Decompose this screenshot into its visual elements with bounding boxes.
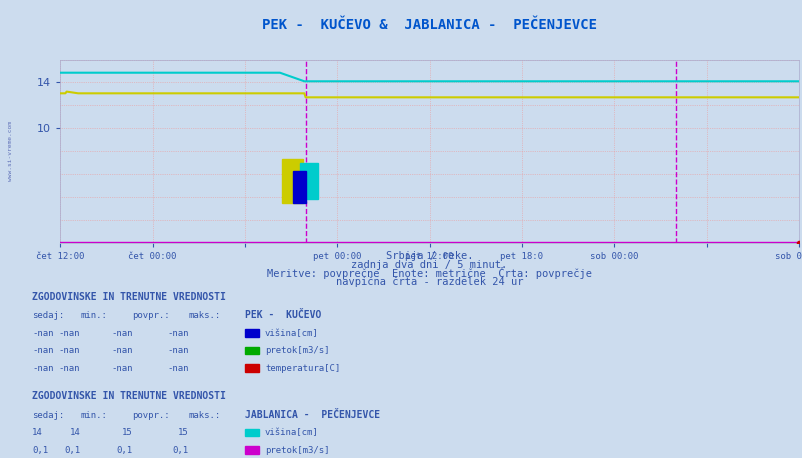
Text: min.:: min.: [80, 411, 107, 420]
Text: Meritve: povprečne  Enote: metrične  Črta: povprečje: Meritve: povprečne Enote: metrične Črta:… [267, 267, 591, 278]
Text: pretok[m3/s]: pretok[m3/s] [265, 446, 329, 454]
Text: -nan: -nan [59, 346, 80, 355]
Bar [282, 159, 302, 203]
Text: sedaj:: sedaj: [32, 311, 64, 320]
Text: -nan: -nan [167, 329, 188, 338]
Text: -nan: -nan [59, 329, 80, 338]
Text: 0,1: 0,1 [32, 446, 48, 454]
Text: sedaj:: sedaj: [32, 411, 64, 420]
Text: -nan: -nan [32, 329, 54, 338]
Text: -nan: -nan [111, 346, 132, 355]
Text: Srbija / reke.: Srbija / reke. [386, 251, 472, 261]
Text: 14: 14 [32, 428, 43, 437]
Text: višina[cm]: višina[cm] [265, 428, 318, 437]
Text: 0,1: 0,1 [172, 446, 188, 454]
Text: 15: 15 [122, 428, 132, 437]
Text: -nan: -nan [32, 364, 54, 372]
Text: temperatura[C]: temperatura[C] [265, 364, 340, 372]
Text: višina[cm]: višina[cm] [265, 329, 318, 338]
Text: -nan: -nan [111, 364, 132, 372]
Text: -nan: -nan [59, 364, 80, 372]
Text: www.si-vreme.com: www.si-vreme.com [8, 121, 13, 181]
Text: ZGODOVINSKE IN TRENUTNE VREDNOSTI: ZGODOVINSKE IN TRENUTNE VREDNOSTI [32, 292, 225, 302]
Bar [293, 171, 306, 203]
Text: 0,1: 0,1 [116, 446, 132, 454]
Text: maks.:: maks.: [188, 311, 221, 320]
Text: -nan: -nan [167, 364, 188, 372]
Text: povpr.:: povpr.: [132, 411, 170, 420]
Text: ZGODOVINSKE IN TRENUTNE VREDNOSTI: ZGODOVINSKE IN TRENUTNE VREDNOSTI [32, 392, 225, 401]
Text: pretok[m3/s]: pretok[m3/s] [265, 346, 329, 355]
Text: 14: 14 [70, 428, 80, 437]
Text: maks.:: maks.: [188, 411, 221, 420]
Text: PEK -  KUČEVO &  JABLANICA -  PEČENJEVCE: PEK - KUČEVO & JABLANICA - PEČENJEVCE [261, 18, 597, 32]
Text: navpična črta - razdelek 24 ur: navpična črta - razdelek 24 ur [335, 277, 523, 287]
Text: zadnja dva dni / 5 minut.: zadnja dva dni / 5 minut. [351, 260, 507, 270]
Text: JABLANICA -  PEČENJEVCE: JABLANICA - PEČENJEVCE [245, 410, 379, 420]
Text: povpr.:: povpr.: [132, 311, 170, 320]
Text: -nan: -nan [111, 329, 132, 338]
Text: PEK -  KUČEVO: PEK - KUČEVO [245, 311, 321, 320]
Text: -nan: -nan [32, 346, 54, 355]
Text: min.:: min.: [80, 311, 107, 320]
Bar [300, 163, 318, 199]
Text: -nan: -nan [167, 346, 188, 355]
Text: 15: 15 [178, 428, 188, 437]
Text: 0,1: 0,1 [64, 446, 80, 454]
